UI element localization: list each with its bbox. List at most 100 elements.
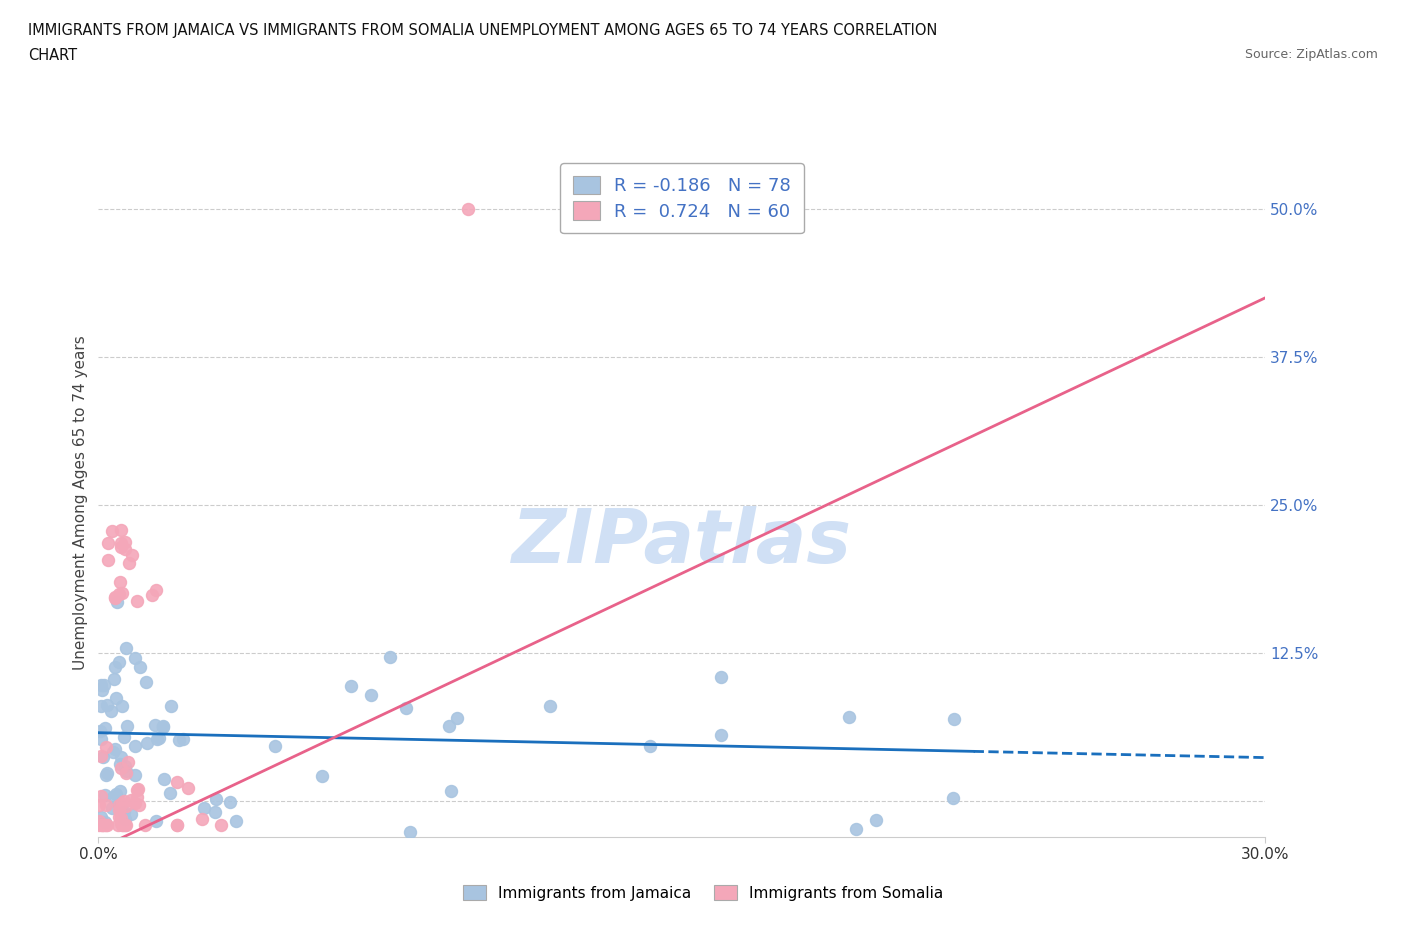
Point [378, 649, 402, 664]
Point [457, 202, 479, 217]
Point [942, 790, 965, 805]
Point [111, 585, 134, 600]
Point [360, 688, 382, 703]
Point [94, 788, 117, 803]
Legend: Immigrants from Jamaica, Immigrants from Somalia: Immigrants from Jamaica, Immigrants from… [457, 879, 949, 907]
Point [94, 797, 117, 812]
Point [108, 757, 131, 772]
Point [94, 817, 117, 832]
Point [437, 719, 460, 734]
Point [87, 797, 110, 812]
Point [87, 817, 110, 832]
Point [94, 721, 117, 736]
Point [865, 813, 887, 828]
Point [112, 730, 135, 745]
Point [167, 733, 190, 748]
Point [90, 817, 112, 832]
Point [115, 765, 138, 780]
Point [135, 674, 157, 689]
Point [89, 724, 111, 738]
Point [96, 698, 118, 712]
Point [103, 744, 125, 759]
Point [115, 641, 138, 656]
Point [96, 817, 118, 832]
Point [114, 764, 136, 778]
Legend: R = -0.186   N = 78, R =  0.724   N = 60: R = -0.186 N = 78, R = 0.724 N = 60 [560, 163, 804, 233]
Point [110, 523, 132, 538]
Point [127, 783, 149, 798]
Point [111, 795, 134, 810]
Text: Source: ZipAtlas.com: Source: ZipAtlas.com [1244, 48, 1378, 61]
Point [209, 817, 232, 832]
Point [152, 719, 174, 734]
Point [114, 759, 136, 774]
Point [166, 817, 188, 832]
Point [96, 740, 118, 755]
Point [640, 738, 662, 753]
Point [97, 536, 120, 551]
Point [93, 817, 115, 832]
Point [110, 761, 132, 776]
Point [204, 791, 226, 806]
Point [108, 810, 131, 825]
Point [110, 540, 132, 555]
Point [166, 817, 188, 832]
Point [710, 727, 733, 742]
Point [128, 659, 150, 674]
Point [90, 678, 112, 693]
Point [104, 741, 127, 756]
Point [90, 683, 112, 698]
Point [148, 730, 170, 745]
Point [838, 710, 860, 724]
Point [135, 736, 157, 751]
Point [90, 809, 112, 824]
Text: CHART: CHART [28, 48, 77, 63]
Point [93, 678, 115, 693]
Point [90, 749, 112, 764]
Point [108, 784, 131, 799]
Point [110, 816, 132, 830]
Point [100, 703, 122, 718]
Point [340, 679, 363, 694]
Point [107, 654, 129, 669]
Point [943, 711, 966, 726]
Point [103, 659, 125, 674]
Point [107, 817, 129, 832]
Point [114, 542, 136, 557]
Point [141, 587, 163, 602]
Point [204, 804, 226, 819]
Point [104, 591, 127, 605]
Point [225, 814, 247, 829]
Point [128, 797, 150, 812]
Point [115, 799, 138, 814]
Point [103, 671, 125, 686]
Point [91, 750, 114, 764]
Point [120, 806, 142, 821]
Point [191, 812, 214, 827]
Point [153, 771, 176, 786]
Point [440, 784, 463, 799]
Point [159, 785, 181, 800]
Point [538, 699, 561, 714]
Point [145, 814, 167, 829]
Point [94, 767, 117, 782]
Point [111, 698, 134, 713]
Point [90, 698, 112, 713]
Point [145, 718, 167, 733]
Point [112, 804, 135, 819]
Point [172, 731, 194, 746]
Point [108, 574, 131, 589]
Point [159, 699, 181, 714]
Point [105, 594, 128, 609]
Point [87, 813, 110, 828]
Point [110, 536, 132, 551]
Y-axis label: Unemployment Among Ages 65 to 74 years: Unemployment Among Ages 65 to 74 years [73, 335, 89, 670]
Point [114, 535, 136, 550]
Point [152, 720, 174, 735]
Point [125, 593, 148, 608]
Point [125, 790, 148, 804]
Point [101, 790, 124, 804]
Point [90, 732, 112, 747]
Text: ZIPatlas: ZIPatlas [512, 506, 852, 578]
Point [176, 780, 198, 795]
